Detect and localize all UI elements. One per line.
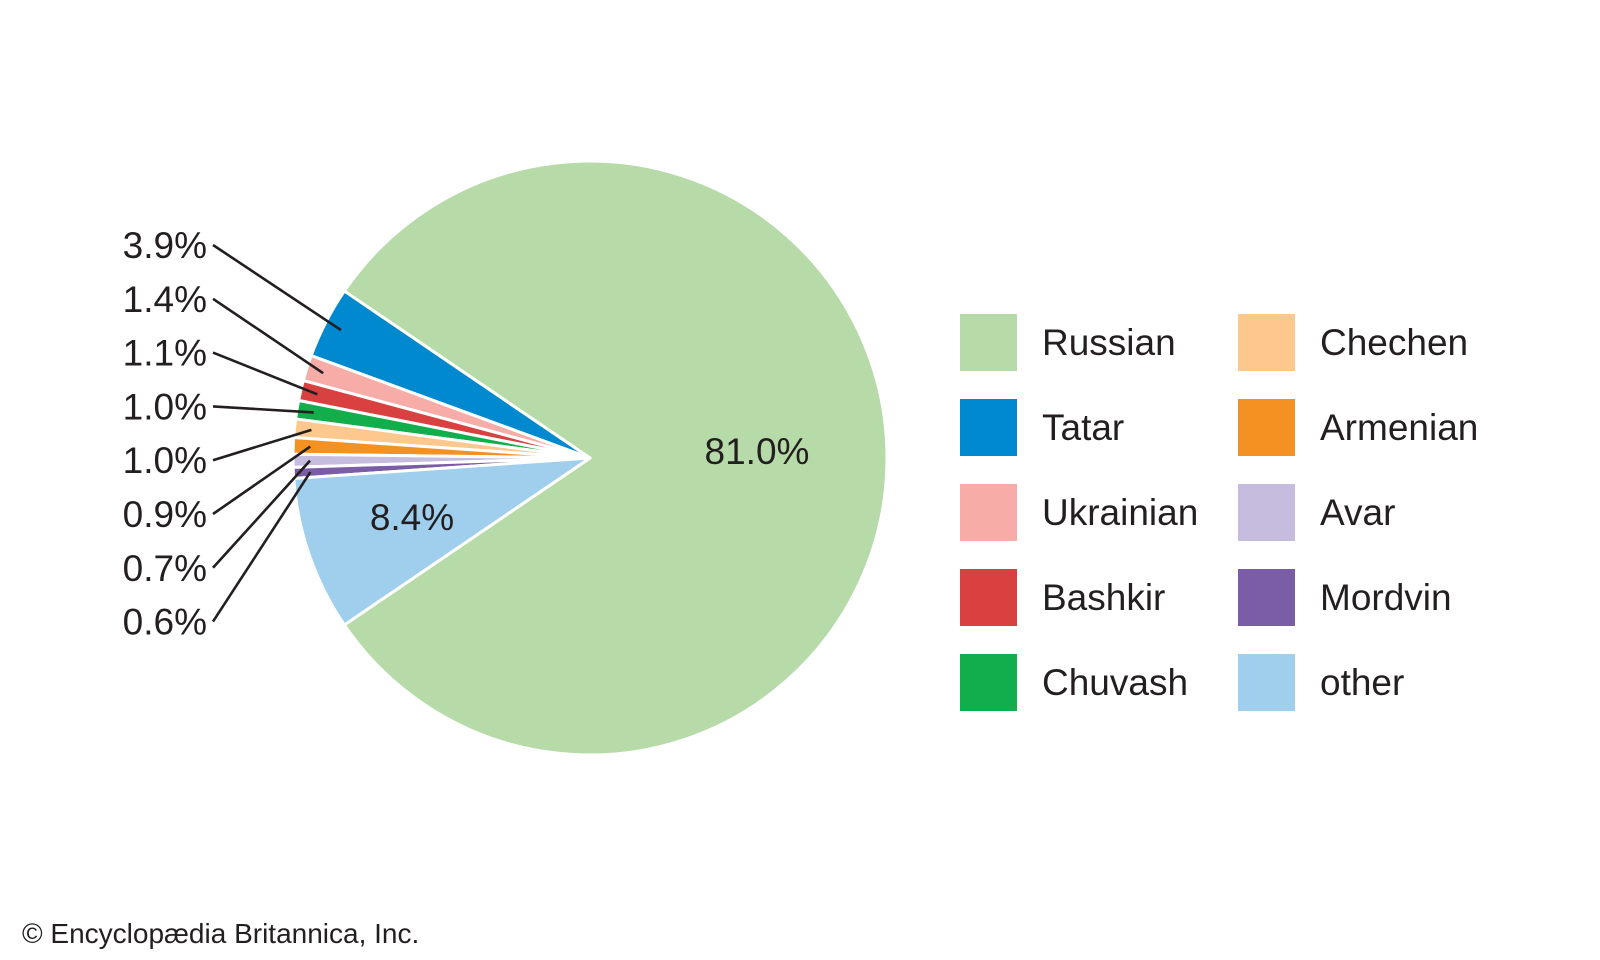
leader-line-armenian (212, 445, 311, 516)
slice-label-chechen: 1.0% (123, 440, 207, 481)
legend-swatch-mordvin (1238, 569, 1295, 626)
legend-label-chuvash: Chuvash (1042, 661, 1189, 703)
legend-item-other: other (1238, 640, 1516, 725)
slice-label-other: 8.4% (370, 497, 454, 538)
leader-line-chuvash (212, 405, 314, 414)
legend-swatch-russian (960, 314, 1017, 371)
pie-slice-other (292, 456, 592, 627)
legend-swatch-tatar (960, 399, 1017, 456)
legend-label-avar: Avar (1320, 491, 1396, 533)
legend-label-mordvin: Mordvin (1320, 576, 1452, 618)
legend-item-bashkir: Bashkir (960, 555, 1238, 640)
leader-line-chechen (212, 428, 312, 462)
leader-line-tatar (212, 243, 342, 332)
slice-label-tatar: 3.9% (123, 225, 207, 266)
slice-label-bashkir: 1.1% (123, 333, 207, 374)
legend: Russian Chechen Tatar Armenian Ukrainian Avar… (960, 300, 1516, 725)
legend-label-other: other (1320, 661, 1405, 703)
legend-label-tatar: Tatar (1042, 406, 1125, 448)
slice-label-mordvin: 0.6% (123, 602, 207, 643)
legend-item-avar: Avar (1238, 470, 1516, 555)
legend-swatch-chuvash (960, 654, 1017, 711)
legend-swatch-avar (1238, 484, 1295, 541)
slice-label-avar: 0.7% (123, 548, 207, 589)
legend-label-armenian: Armenian (1320, 406, 1479, 448)
slice-label-armenian: 0.9% (123, 494, 207, 535)
legend-item-chuvash: Chuvash (960, 640, 1238, 725)
pie-slice-russian (342, 159, 889, 757)
copyright-notice: © Encyclopædia Britannica, Inc. (22, 918, 420, 949)
leader-line-mordvin (211, 471, 312, 623)
leader-line-ukrainian (212, 297, 324, 375)
legend-item-mordvin: Mordvin (1238, 555, 1516, 640)
legend-label-russian: Russian (1042, 321, 1176, 363)
slice-label-ukrainian: 1.4% (123, 279, 207, 320)
leader-line-bashkir (212, 351, 318, 396)
leader-line-avar (212, 459, 311, 569)
legend-item-armenian: Armenian (1238, 385, 1516, 470)
legend-item-ukrainian: Ukrainian (960, 470, 1238, 555)
legend-swatch-ukrainian (960, 484, 1017, 541)
legend-label-bashkir: Bashkir (1042, 576, 1166, 618)
legend-swatch-armenian (1238, 399, 1295, 456)
legend-label-chechen: Chechen (1320, 321, 1469, 363)
legend-item-russian: Russian (960, 300, 1238, 385)
legend-swatch-chechen (1238, 314, 1295, 371)
slice-label-russian: 81.0% (705, 431, 810, 472)
legend-item-tatar: Tatar (960, 385, 1238, 470)
slice-label-chuvash: 1.0% (123, 386, 207, 427)
legend-label-ukrainian: Ukrainian (1042, 491, 1199, 533)
legend-swatch-other (1238, 654, 1295, 711)
legend-item-chechen: Chechen (1238, 300, 1516, 385)
legend-swatch-bashkir (960, 569, 1017, 626)
